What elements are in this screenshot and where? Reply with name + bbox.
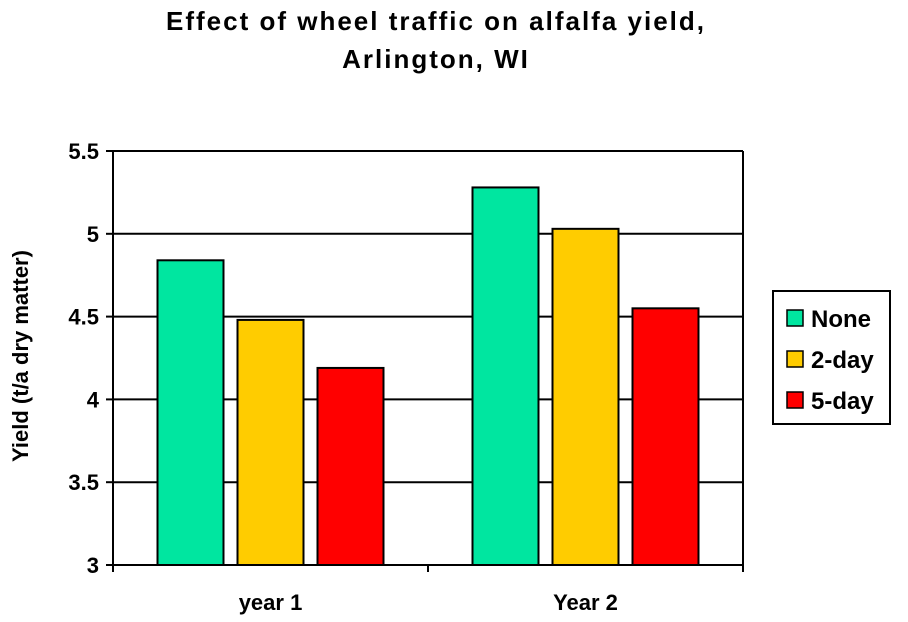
- legend-swatch-2-day: [786, 350, 804, 368]
- bar-none-year-2: [471, 186, 540, 566]
- legend: None 2-day 5-day: [772, 290, 891, 425]
- bar-2-day-year-2: [551, 227, 620, 566]
- legend-label: 5-day: [811, 388, 874, 415]
- y-axis-label: Yield (t/a dry matter): [8, 250, 33, 462]
- y-tick-label: 4.5: [68, 305, 99, 330]
- plot-area: 3 3.5 4 4.5 5 5.5 year 1 Year 2: [68, 139, 744, 615]
- legend-label: 2-day: [811, 347, 874, 374]
- chart-title: Effect of wheel traffic on alfalfa yield…: [166, 6, 706, 36]
- y-tick-label: 3: [87, 553, 99, 578]
- legend-label: None: [811, 306, 871, 333]
- bar-none-year-1: [156, 259, 225, 566]
- y-tick-label: 3.5: [68, 470, 99, 495]
- y-tick-label: 5.5: [68, 139, 99, 164]
- x-tick-label: Year 2: [553, 590, 618, 615]
- y-tick-label: 4: [87, 387, 100, 412]
- x-tick-label: year 1: [239, 590, 303, 615]
- bar-5-day-year-2: [631, 307, 700, 566]
- legend-swatch-none: [786, 309, 804, 327]
- legend-swatch-5-day: [786, 391, 804, 409]
- bar-2-day-year-1: [236, 318, 305, 566]
- bar-5-day-year-1: [316, 366, 385, 566]
- chart-subtitle: Arlington, WI: [342, 44, 530, 74]
- y-tick-label: 5: [87, 222, 99, 247]
